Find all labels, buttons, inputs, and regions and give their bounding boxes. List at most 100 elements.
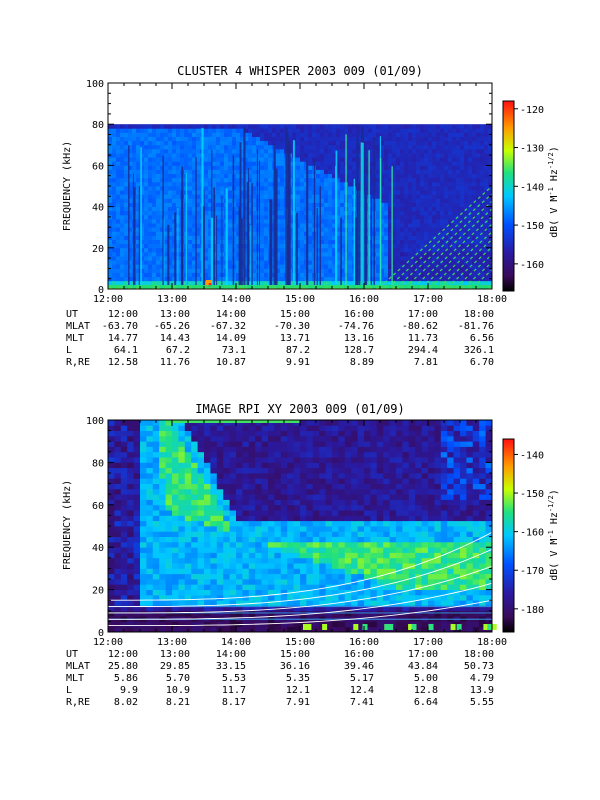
heatmap-cell xyxy=(242,552,250,559)
heatmap-cell xyxy=(229,478,237,484)
heatmap-cell xyxy=(328,206,333,212)
heatmap-cell xyxy=(424,256,429,261)
heatmap-cell xyxy=(244,243,249,249)
heatmap-cell xyxy=(208,177,213,183)
heatmap-cell xyxy=(332,165,337,170)
heatmap-cell xyxy=(332,239,337,245)
heatmap-cell xyxy=(388,256,393,261)
heatmap-cell xyxy=(144,128,149,133)
heatmap-cell xyxy=(152,206,157,212)
heatmap-cell xyxy=(108,531,115,537)
heatmap-cell xyxy=(268,128,273,133)
heatmap-cell xyxy=(116,169,121,175)
heatmap-cell xyxy=(164,264,169,269)
heatmap-cell xyxy=(256,260,261,265)
heatmap-cell xyxy=(404,136,409,142)
heatmap-cell xyxy=(316,235,321,240)
harmonic-emission xyxy=(468,261,493,284)
heatmap-cell xyxy=(229,510,237,516)
heatmap-cell xyxy=(188,260,193,265)
heatmap-cell xyxy=(416,194,421,199)
heatmap-cell xyxy=(223,536,230,543)
heatmap-cell xyxy=(400,124,405,129)
heatmap-cell xyxy=(440,247,445,253)
heatmap-cell xyxy=(112,227,117,232)
heatmap-cell xyxy=(428,181,433,187)
heatmap-cell xyxy=(133,473,141,479)
heatmap-cell xyxy=(236,579,243,585)
heatmap-cell xyxy=(112,173,117,179)
harmonic-emission xyxy=(417,216,493,284)
heatmap-cell xyxy=(178,441,186,447)
heatmap-cell xyxy=(308,239,313,245)
heatmap-cell xyxy=(320,206,325,212)
heatmap-cell xyxy=(340,157,345,162)
heatmap-cell xyxy=(232,272,237,278)
heatmap-cell xyxy=(144,272,149,278)
heatmap-cell xyxy=(148,227,153,232)
heatmap-cell xyxy=(464,169,469,175)
heatmap-cell xyxy=(148,243,153,249)
heatmap-cell xyxy=(332,153,337,158)
heatmap-cell xyxy=(216,547,224,553)
heatmap-cell xyxy=(484,161,489,166)
heatmap-cell xyxy=(178,494,186,500)
heatmap-cell xyxy=(376,247,381,253)
heatmap-cell xyxy=(212,128,217,133)
heatmap-cell xyxy=(228,140,233,146)
heatmap-cell xyxy=(384,165,389,170)
heatmap-cell xyxy=(208,144,213,150)
heatmap-cell xyxy=(444,243,449,249)
heatmap-cell xyxy=(236,165,241,170)
heatmap-cell xyxy=(210,579,218,585)
heatmap-cell xyxy=(244,206,249,212)
heatmap-cell xyxy=(191,488,198,495)
heatmap-cell xyxy=(420,264,425,269)
heatmap-cell xyxy=(108,483,115,490)
heatmap-cell xyxy=(216,124,221,129)
heatmap-cell xyxy=(208,124,213,129)
heatmap-cell xyxy=(112,243,117,249)
heatmap-cell xyxy=(236,563,243,569)
heatmap-cell xyxy=(242,488,250,495)
heatmap-cell xyxy=(148,190,153,195)
heatmap-cell xyxy=(472,206,477,212)
heatmap-cell xyxy=(168,153,173,158)
heatmap-cell xyxy=(464,190,469,195)
heatmap-cell xyxy=(248,536,256,543)
heatmap-cell xyxy=(320,177,325,183)
heatmap-cell xyxy=(308,198,313,203)
ephemeris-value: 64.1 xyxy=(114,345,138,356)
harmonic-emission xyxy=(434,231,493,284)
heatmap-cell xyxy=(208,132,213,137)
heatmap-cell xyxy=(204,144,209,150)
heatmap-cell xyxy=(228,247,233,253)
heatmap-cell xyxy=(192,136,197,142)
heatmap-cell xyxy=(264,276,269,282)
heatmap-cell xyxy=(212,132,217,137)
heatmap-cell xyxy=(120,610,128,617)
heatmap-cell xyxy=(120,140,125,146)
heatmap-cell xyxy=(432,214,437,220)
heatmap-cell xyxy=(348,124,353,129)
heatmap-cell xyxy=(204,563,211,569)
heatmap-cell xyxy=(216,256,221,261)
heatmap-cell xyxy=(216,504,224,511)
heatmap-cell xyxy=(108,140,113,146)
heatmap-cell xyxy=(165,526,173,532)
heatmap-cell xyxy=(146,584,154,590)
heatmap-cell xyxy=(380,173,385,179)
heatmap-cell xyxy=(388,173,393,179)
heatmap-cell xyxy=(140,594,147,601)
heatmap-cell xyxy=(180,132,185,137)
heatmap-cell xyxy=(460,198,465,203)
heatmap-cell xyxy=(308,136,313,142)
heatmap-cell xyxy=(114,594,122,601)
heatmap-cell xyxy=(120,194,125,199)
heatmap-cell xyxy=(436,223,441,228)
heatmap-cell xyxy=(196,210,201,216)
heatmap-cell xyxy=(464,251,469,257)
heatmap-cell xyxy=(223,473,230,479)
heatmap-cell xyxy=(316,227,321,232)
